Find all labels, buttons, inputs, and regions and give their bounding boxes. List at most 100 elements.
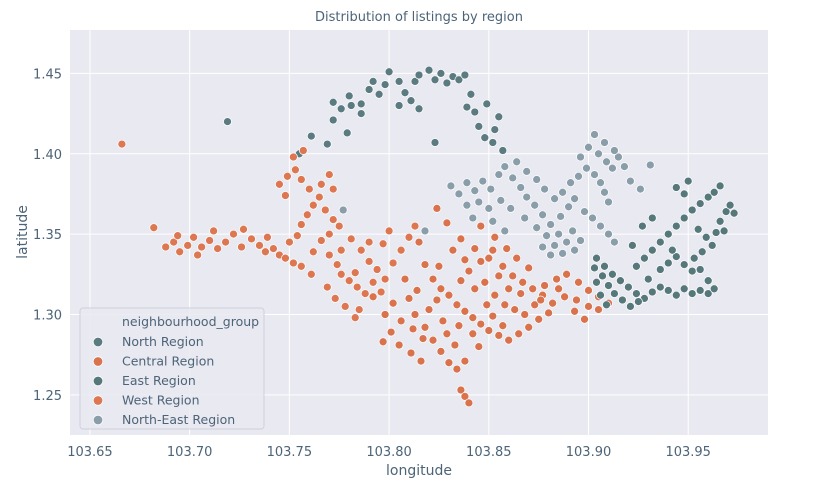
data-point <box>500 226 510 236</box>
data-point <box>189 232 198 242</box>
data-point <box>324 170 334 179</box>
data-point <box>454 189 464 199</box>
data-point <box>510 305 520 314</box>
data-point <box>610 146 619 155</box>
data-point <box>522 167 532 176</box>
data-point <box>594 305 603 314</box>
data-point <box>667 245 677 255</box>
data-point <box>454 321 464 331</box>
data-point <box>568 226 577 236</box>
data-point <box>420 226 430 236</box>
data-point <box>572 295 581 305</box>
data-point <box>640 253 649 263</box>
data-point <box>364 85 374 94</box>
data-point <box>117 139 127 149</box>
x-tick-label: 103.80 <box>366 445 412 460</box>
series-north-east-region <box>338 130 655 260</box>
data-point <box>548 298 557 308</box>
data-point <box>488 311 498 321</box>
data-point <box>308 200 318 210</box>
data-point <box>498 321 508 331</box>
data-point <box>410 77 420 86</box>
legend-label: Central Region <box>122 354 214 369</box>
data-point <box>404 294 414 303</box>
series-central-region <box>368 204 613 408</box>
data-point <box>306 269 316 279</box>
data-point <box>414 104 424 114</box>
data-point <box>488 138 498 147</box>
series-north-region <box>223 65 508 159</box>
data-point <box>516 183 526 192</box>
legend-item: Central Region <box>92 354 214 369</box>
data-point <box>438 316 448 326</box>
data-point <box>636 184 645 194</box>
data-point <box>380 80 390 89</box>
data-point <box>281 191 290 200</box>
data-point <box>558 249 567 258</box>
data-point <box>556 212 565 221</box>
legend-item: West Region <box>92 393 200 408</box>
data-point <box>655 265 665 274</box>
data-point <box>562 237 571 247</box>
data-point <box>709 187 719 197</box>
x-tick-label: 103.95 <box>665 445 711 460</box>
data-point <box>410 310 420 319</box>
data-point <box>460 70 470 80</box>
data-point <box>292 231 302 241</box>
data-point <box>679 189 689 199</box>
data-point <box>494 271 504 281</box>
data-point <box>715 181 725 191</box>
data-point <box>647 213 657 223</box>
data-point <box>350 313 360 323</box>
y-tick-labels: 1.25 1.30 1.35 1.40 1.45 <box>33 67 62 403</box>
data-point <box>378 239 388 249</box>
legend-label: East Region <box>122 373 196 388</box>
data-point <box>494 112 504 122</box>
data-point <box>173 231 183 241</box>
data-point <box>638 221 647 231</box>
data-point <box>466 89 476 99</box>
data-point <box>679 284 689 294</box>
data-point <box>550 194 559 204</box>
data-point <box>328 115 338 125</box>
data-point <box>436 347 446 356</box>
data-point <box>695 265 705 274</box>
data-point <box>590 263 599 273</box>
data-point <box>428 274 438 284</box>
legend-title: neighbourhood_group <box>122 314 259 329</box>
data-point <box>430 75 440 85</box>
data-point <box>468 329 478 339</box>
data-point <box>356 245 366 255</box>
data-point <box>616 276 625 286</box>
data-point <box>336 245 346 255</box>
data-point <box>376 287 386 297</box>
data-point <box>476 221 486 231</box>
data-point <box>247 234 256 244</box>
data-point <box>352 282 362 292</box>
data-point <box>532 175 542 184</box>
data-point <box>175 247 185 257</box>
data-point <box>602 300 611 310</box>
data-point <box>546 220 555 229</box>
data-point <box>442 218 452 228</box>
data-point <box>540 281 549 290</box>
data-point <box>414 237 424 247</box>
legend-label: North-East Region <box>122 412 235 427</box>
data-points <box>117 65 739 408</box>
data-point <box>424 65 434 75</box>
legend-marker <box>92 414 104 426</box>
data-point <box>302 210 312 220</box>
data-point <box>584 142 593 152</box>
data-point <box>452 364 462 374</box>
data-point <box>484 204 494 213</box>
data-point <box>456 385 466 395</box>
data-point <box>626 302 635 311</box>
data-point <box>498 146 508 155</box>
data-point <box>464 266 474 276</box>
data-point <box>655 282 665 292</box>
data-point <box>488 216 498 226</box>
data-point <box>388 258 398 268</box>
data-point <box>229 229 238 239</box>
data-point <box>474 197 484 207</box>
data-point <box>356 109 366 118</box>
